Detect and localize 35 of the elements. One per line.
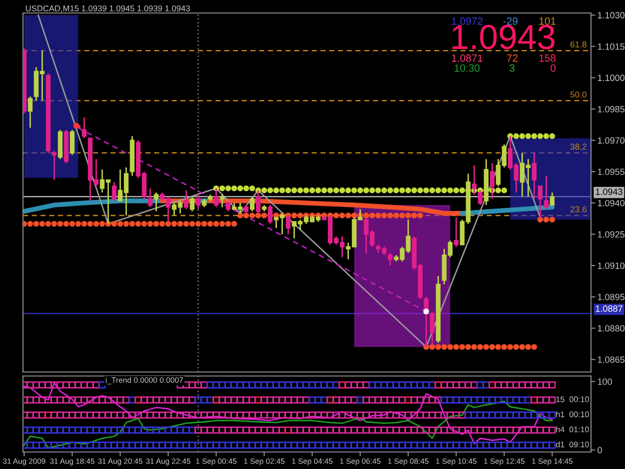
annotation: 10:30 (454, 64, 480, 72)
y-tick-label: 1.1000 (598, 74, 625, 82)
annotation: 50.0 (570, 91, 586, 98)
chart-title: USDCAD,M15 1.0939 1.0945 1.0939 1.0943 (26, 5, 190, 12)
y-tick-label: 0 (598, 446, 602, 454)
annotation: 101 (539, 17, 556, 25)
y-tick-label: 1.0940 (598, 200, 625, 206)
annotation: 1.0943 (452, 24, 554, 50)
y-tick-label: 1.0985 (598, 106, 624, 112)
y-tick-label: 1.0910 (598, 262, 625, 269)
y-tick-label: 1.0895 (598, 294, 624, 300)
series-label: h4 01:10 (556, 426, 589, 432)
y-tick-label: 1.0880 (598, 325, 625, 332)
y-tick-label: 1.1030 (598, 12, 625, 18)
y-tick-label: 1.0970 (598, 137, 625, 144)
annotation: 0 (550, 64, 556, 72)
series-label: h1 00:10 (556, 411, 589, 418)
annotation: 38.2 (570, 144, 586, 150)
y-tick-label: 1.0865 (598, 356, 624, 363)
annotation: 72 (506, 54, 518, 62)
annotation: -29 (503, 17, 518, 25)
y-tick-label: 100 (598, 378, 612, 385)
annotation: 1.0871 (452, 54, 482, 62)
ref-line-label: 1.0943 (596, 188, 622, 195)
annotation: 158 (539, 54, 556, 62)
ref-line-label: 1.0887 (596, 305, 622, 312)
annotation: 23.6 (570, 206, 586, 212)
annotation: 3 (510, 64, 515, 72)
annotation: 61.8 (570, 41, 586, 48)
annotation: 1.0972 (452, 17, 482, 25)
y-tick-label: 1.0955 (598, 168, 624, 175)
y-tick-label: 1.1015 (598, 43, 624, 50)
series-label: d1 09:10 (556, 441, 589, 448)
y-tick-label: 1.0925 (598, 231, 624, 238)
series-label: 15 00:10 (556, 396, 589, 402)
